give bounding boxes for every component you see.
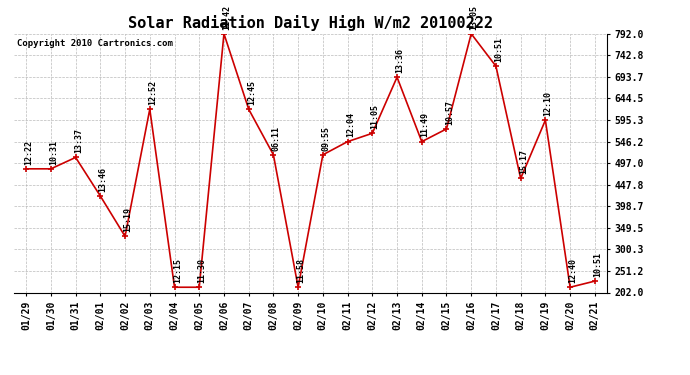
- Text: 11:58: 11:58: [297, 258, 306, 283]
- Text: 12:04: 12:04: [346, 112, 355, 138]
- Text: 13:37: 13:37: [74, 128, 83, 153]
- Text: 12:52: 12:52: [148, 80, 157, 105]
- Text: 11:42: 11:42: [222, 4, 231, 30]
- Text: 12:10: 12:10: [544, 91, 553, 116]
- Text: 13:36: 13:36: [395, 48, 404, 73]
- Text: 06:11: 06:11: [272, 126, 281, 151]
- Text: 11:49: 11:49: [420, 112, 429, 138]
- Text: 11:05: 11:05: [371, 104, 380, 129]
- Text: 13:05: 13:05: [469, 4, 478, 30]
- Text: 15:19: 15:19: [124, 207, 132, 232]
- Text: 15:17: 15:17: [519, 149, 528, 174]
- Title: Solar Radiation Daily High W/m2 20100222: Solar Radiation Daily High W/m2 20100222: [128, 15, 493, 31]
- Text: 12:40: 12:40: [569, 258, 578, 283]
- Text: 13:46: 13:46: [99, 167, 108, 192]
- Text: 12:45: 12:45: [247, 80, 256, 105]
- Text: 11:30: 11:30: [197, 258, 206, 283]
- Text: Copyright 2010 Cartronics.com: Copyright 2010 Cartronics.com: [17, 39, 172, 48]
- Text: 12:15: 12:15: [172, 258, 181, 283]
- Text: 09:55: 09:55: [321, 126, 330, 151]
- Text: 12:22: 12:22: [24, 140, 33, 165]
- Text: 10:57: 10:57: [445, 100, 454, 125]
- Text: 10:31: 10:31: [49, 140, 58, 165]
- Text: 10:51: 10:51: [494, 37, 503, 62]
- Text: 10:51: 10:51: [593, 252, 602, 277]
